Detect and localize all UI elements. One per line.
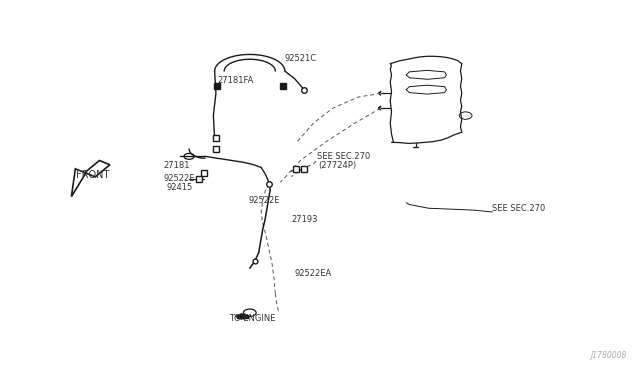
Text: 92522E: 92522E xyxy=(164,174,195,183)
Text: 92522EA: 92522EA xyxy=(294,269,332,278)
Text: 27181: 27181 xyxy=(164,161,190,170)
Text: 92415: 92415 xyxy=(167,183,193,192)
Text: FRONT: FRONT xyxy=(76,170,109,180)
Text: (27724P): (27724P) xyxy=(319,161,357,170)
Text: SEE SEC.270: SEE SEC.270 xyxy=(492,204,546,213)
Text: TO ENGINE: TO ENGINE xyxy=(229,314,276,323)
Text: 27181FA: 27181FA xyxy=(218,76,254,85)
Text: SEE SEC.270: SEE SEC.270 xyxy=(317,152,370,161)
Text: 92522E: 92522E xyxy=(248,196,280,205)
Text: 27193: 27193 xyxy=(291,215,318,224)
Polygon shape xyxy=(237,315,248,318)
Text: 92521C: 92521C xyxy=(285,54,317,62)
Text: J1780008: J1780008 xyxy=(590,351,627,360)
